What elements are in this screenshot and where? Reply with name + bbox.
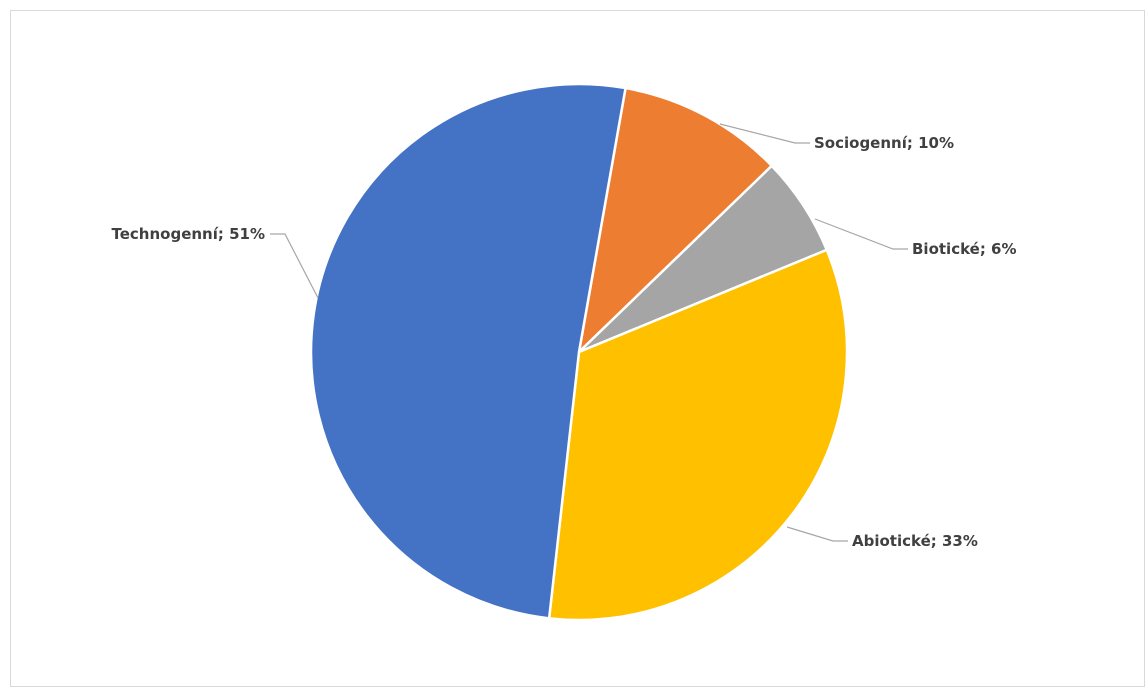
data-labels: Sociogenní; 10% Biotické; 6% Abiotické; …	[111, 134, 1016, 550]
leader-line-bioticke	[814, 218, 908, 250]
data-label-bioticke: Biotické; 6%	[912, 240, 1017, 258]
data-label-sociogenni: Sociogenní; 10%	[814, 134, 954, 152]
pie-slices	[309, 82, 849, 622]
data-label-technogenni: Technogenní; 51%	[111, 225, 265, 243]
pie-slice-sociogenni	[577, 86, 774, 354]
data-label-abioticke: Abiotické; 33%	[852, 532, 978, 550]
leader-line-sociogenni	[719, 123, 810, 144]
leader-line-abioticke	[786, 526, 848, 542]
leader-lines	[270, 123, 908, 542]
pie-slice-abioticke	[547, 248, 849, 622]
pie-slice-technogenni	[309, 82, 627, 620]
leader-line-technogenni	[270, 233, 319, 299]
